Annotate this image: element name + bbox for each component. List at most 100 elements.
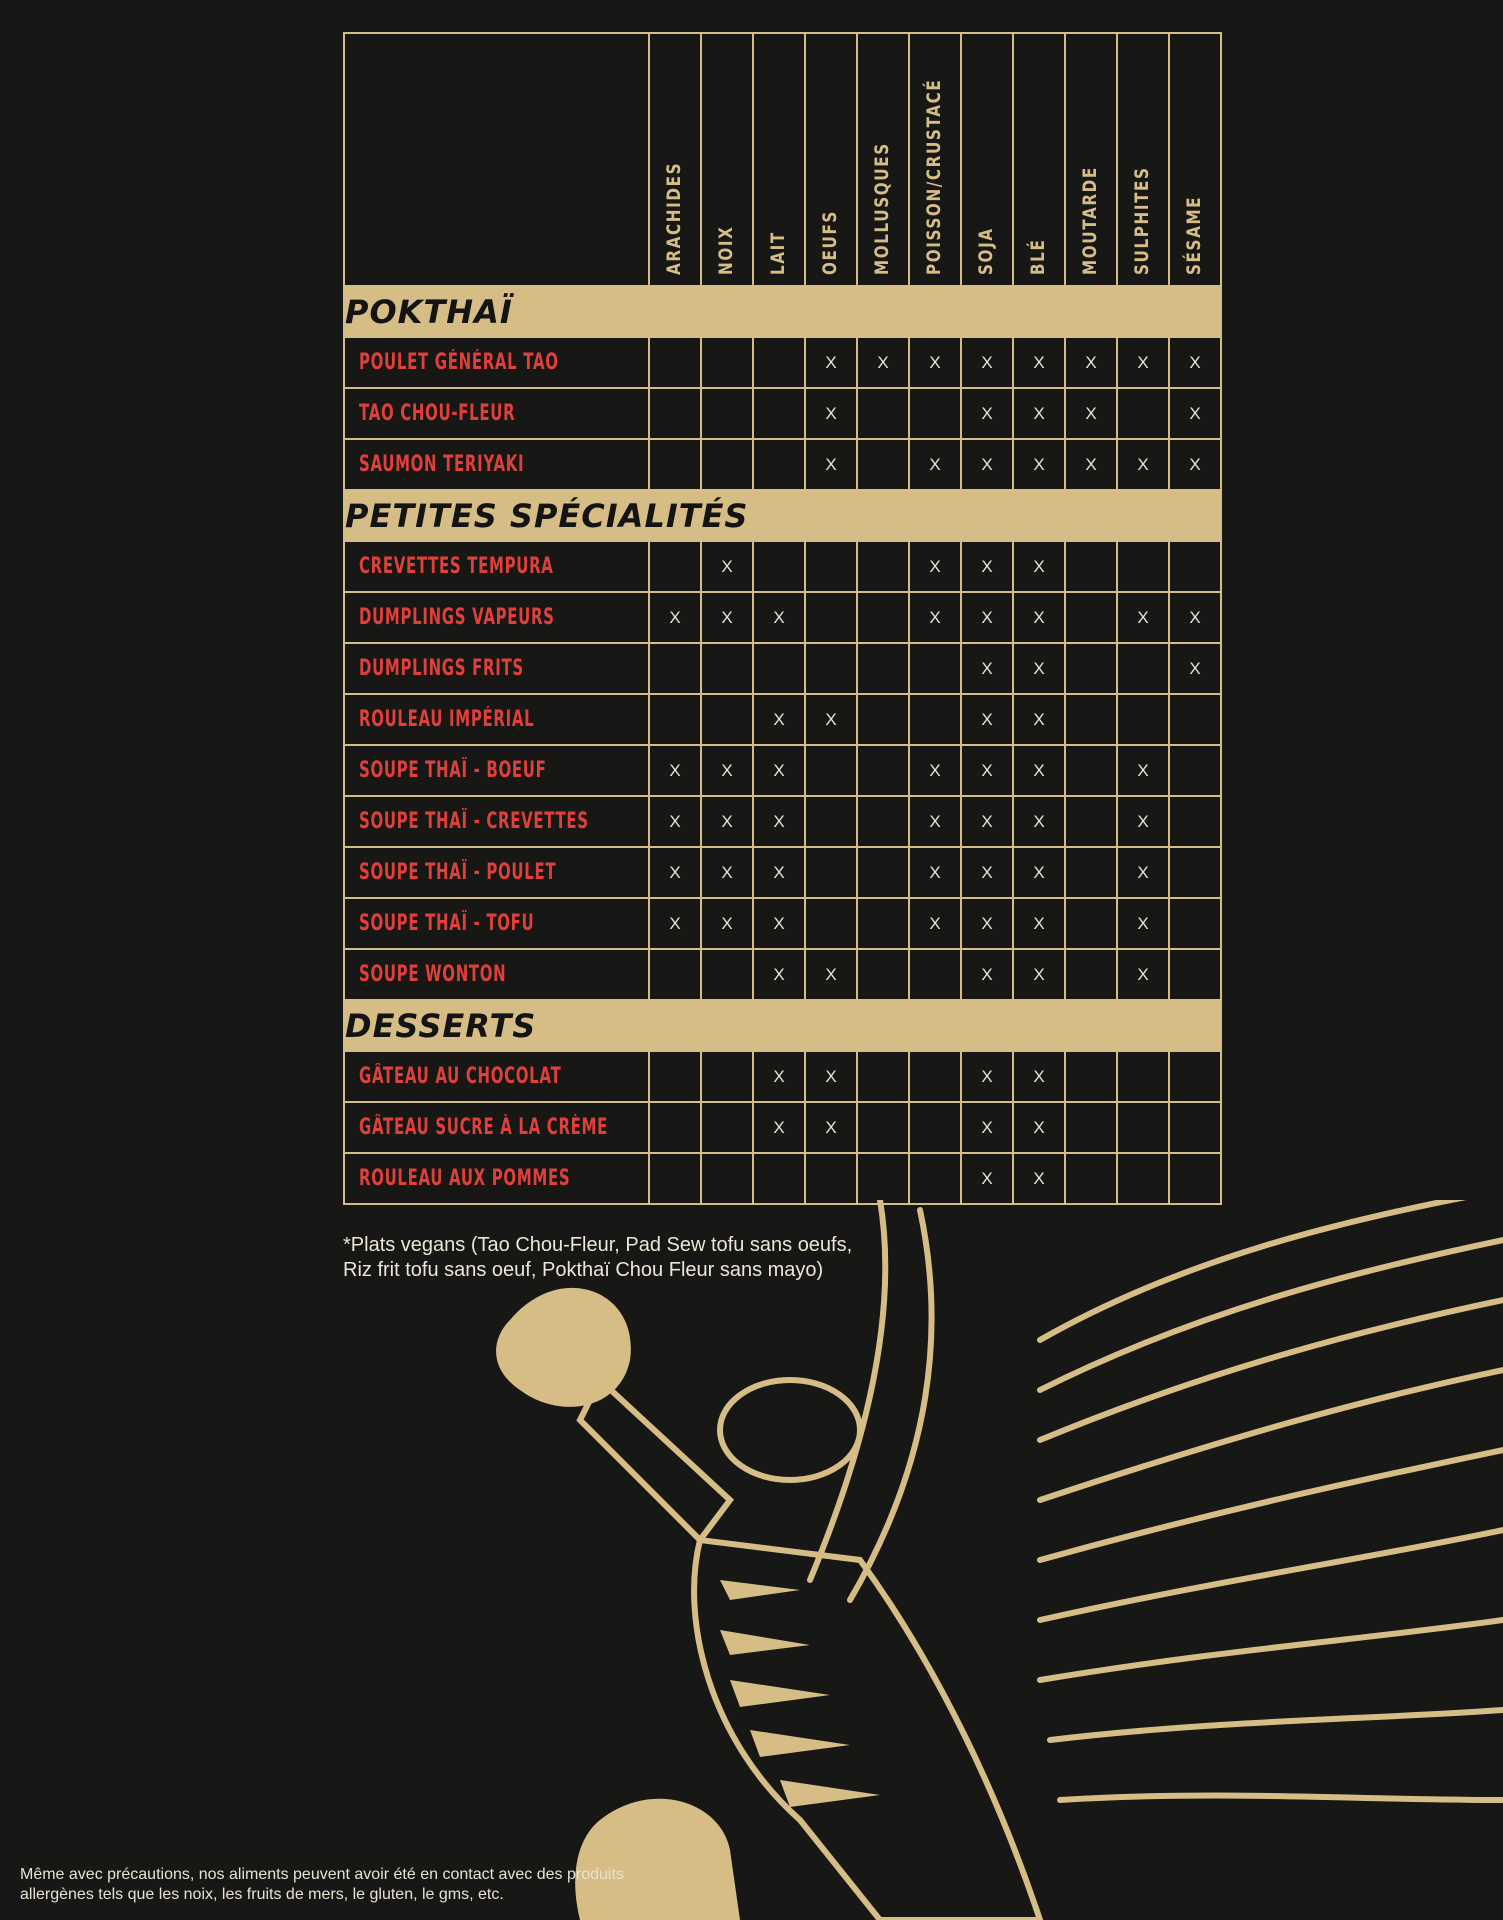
allergen-mark-cell: X [1012, 387, 1066, 440]
allergen-mark-cell: X [960, 642, 1014, 695]
allergen-mark-cell [1064, 540, 1118, 593]
allergen-mark-cell [1168, 948, 1222, 1001]
menu-item-row: DUMPLINGS VAPEURS X X X X X X X X [343, 591, 1222, 644]
section-header-row: PETITES SPÉCIALITÉS [343, 489, 1222, 542]
allergen-column-header: SÉSAME [1168, 32, 1222, 287]
allergen-mark-cell: X [648, 897, 702, 950]
allergen-mark-cell: X [960, 948, 1014, 1001]
allergen-mark-cell: X [908, 438, 962, 491]
allergen-mark-cell: X [1168, 387, 1222, 440]
menu-item-name: SOUPE THAÏ - CREVETTES [359, 809, 589, 834]
allergen-mark-cell [1064, 1050, 1118, 1103]
tiger-body-icon [496, 1287, 1044, 1920]
allergen-mark-cell: X [908, 591, 962, 644]
allergen-mark-cell [856, 540, 910, 593]
allergen-mark-cell: X [960, 744, 1014, 797]
menu-item-row: CREVETTES TEMPURA X X X X [343, 540, 1222, 593]
section-title: DESSERTS [343, 999, 1222, 1052]
menu-item-row: ROULEAU IMPÉRIAL X X X X [343, 693, 1222, 746]
allergen-label: SULPHITES [1131, 166, 1153, 275]
allergen-mark-cell [648, 948, 702, 1001]
menu-item-name-cell: SOUPE THAÏ - CREVETTES [343, 795, 650, 848]
allergen-mark-cell: X [908, 336, 962, 389]
allergen-mark-cell: X [1168, 591, 1222, 644]
allergen-mark-cell [1064, 948, 1118, 1001]
allergen-mark-cell: X [960, 540, 1014, 593]
allergen-mark-cell: X [804, 438, 858, 491]
allergen-mark-cell [648, 1152, 702, 1205]
allergen-mark-cell: X [700, 846, 754, 899]
vegan-footnote: *Plats vegans (Tao Chou-Fleur, Pad Sew t… [343, 1233, 943, 1283]
allergen-column-header: MOUTARDE [1064, 32, 1118, 287]
menu-item-name-cell: SOUPE WONTON [343, 948, 650, 1001]
allergen-mark-cell [648, 540, 702, 593]
allergen-mark-cell [648, 1101, 702, 1154]
section-title: POKTHAÏ [343, 285, 1222, 338]
menu-item-name-cell: ROULEAU IMPÉRIAL [343, 693, 650, 746]
menu-item-name: GÂTEAU AU CHOCOLAT [359, 1064, 562, 1089]
allergen-mark-cell [1064, 897, 1118, 950]
menu-item-name: SOUPE THAÏ - BOEUF [359, 758, 547, 783]
allergen-mark-cell: X [960, 1050, 1014, 1103]
menu-item-name: DUMPLINGS VAPEURS [359, 605, 555, 630]
allergen-mark-cell [700, 642, 754, 695]
allergen-mark-cell [908, 1101, 962, 1154]
allergen-mark-cell: X [700, 591, 754, 644]
allergen-mark-cell [804, 744, 858, 797]
allergen-mark-cell [804, 897, 858, 950]
allergen-label: BLÉ [1027, 238, 1049, 275]
allergen-mark-cell: X [908, 540, 962, 593]
allergen-mark-cell [856, 1101, 910, 1154]
allergen-mark-cell [1168, 1152, 1222, 1205]
menu-item-name-cell: TAO CHOU-FLEUR [343, 387, 650, 440]
section-header-row: DESSERTS [343, 999, 1222, 1052]
menu-item-name: GÂTEAU SUCRE À LA CRÈME [359, 1115, 609, 1140]
allergen-mark-cell: X [700, 795, 754, 848]
allergen-column-header: ARACHIDES [648, 32, 702, 287]
section-title: PETITES SPÉCIALITÉS [343, 489, 1222, 542]
allergen-mark-cell [804, 591, 858, 644]
menu-item-row: SOUPE THAÏ - CREVETTES X X X X X X X [343, 795, 1222, 848]
allergen-column-header: OEUFS [804, 32, 858, 287]
allergen-mark-cell: X [960, 591, 1014, 644]
allergen-label: NOIX [715, 225, 737, 275]
allergen-mark-cell: X [1012, 336, 1066, 389]
allergen-mark-cell [856, 1152, 910, 1205]
allergen-table: ARACHIDES NOIX LAIT OEUFS MOLLUSQUES POISSON/… [343, 32, 1222, 1205]
allergen-mark-cell: X [908, 846, 962, 899]
allergen-mark-cell: X [960, 1101, 1014, 1154]
allergen-mark-cell: X [960, 1152, 1014, 1205]
allergen-mark-cell: X [856, 336, 910, 389]
allergen-mark-cell: X [1064, 336, 1118, 389]
footnote-line: *Plats vegans (Tao Chou-Fleur, Pad Sew t… [343, 1234, 853, 1256]
menu-item-row: ROULEAU AUX POMMES X X [343, 1152, 1222, 1205]
allergen-mark-cell [908, 1152, 962, 1205]
allergen-label: OEUFS [819, 210, 841, 275]
allergen-mark-cell [908, 1050, 962, 1103]
allergen-label: POISSON/CRUSTACÉ [923, 78, 945, 275]
allergen-mark-cell: X [804, 1101, 858, 1154]
allergen-label: LAIT [767, 231, 789, 275]
allergen-mark-cell: X [1012, 642, 1066, 695]
allergen-mark-cell [856, 642, 910, 695]
allergen-label: ARACHIDES [663, 161, 685, 275]
footnote-line: Riz frit tofu sans oeuf, Pokthaï Chou Fl… [343, 1259, 824, 1281]
allergen-mark-cell [804, 795, 858, 848]
winged-tiger-illustration [496, 1200, 1503, 1920]
allergen-mark-cell [1168, 1050, 1222, 1103]
allergen-header-row: ARACHIDES NOIX LAIT OEUFS MOLLUSQUES POISSON/… [343, 32, 1222, 287]
allergen-mark-cell: X [648, 744, 702, 797]
menu-item-row: GÂTEAU AU CHOCOLAT X X X X [343, 1050, 1222, 1103]
allergen-mark-cell [856, 795, 910, 848]
allergen-mark-cell: X [700, 897, 754, 950]
allergen-mark-cell: X [752, 591, 806, 644]
menu-item-name-cell: CREVETTES TEMPURA [343, 540, 650, 593]
allergen-mark-cell [1168, 795, 1222, 848]
allergen-mark-cell [856, 693, 910, 746]
allergen-mark-cell: X [960, 693, 1014, 746]
allergen-mark-cell: X [752, 1101, 806, 1154]
allergen-mark-cell: X [1116, 336, 1170, 389]
allergen-mark-cell: X [1012, 1050, 1066, 1103]
allergen-mark-cell [856, 948, 910, 1001]
allergen-mark-cell: X [1012, 846, 1066, 899]
